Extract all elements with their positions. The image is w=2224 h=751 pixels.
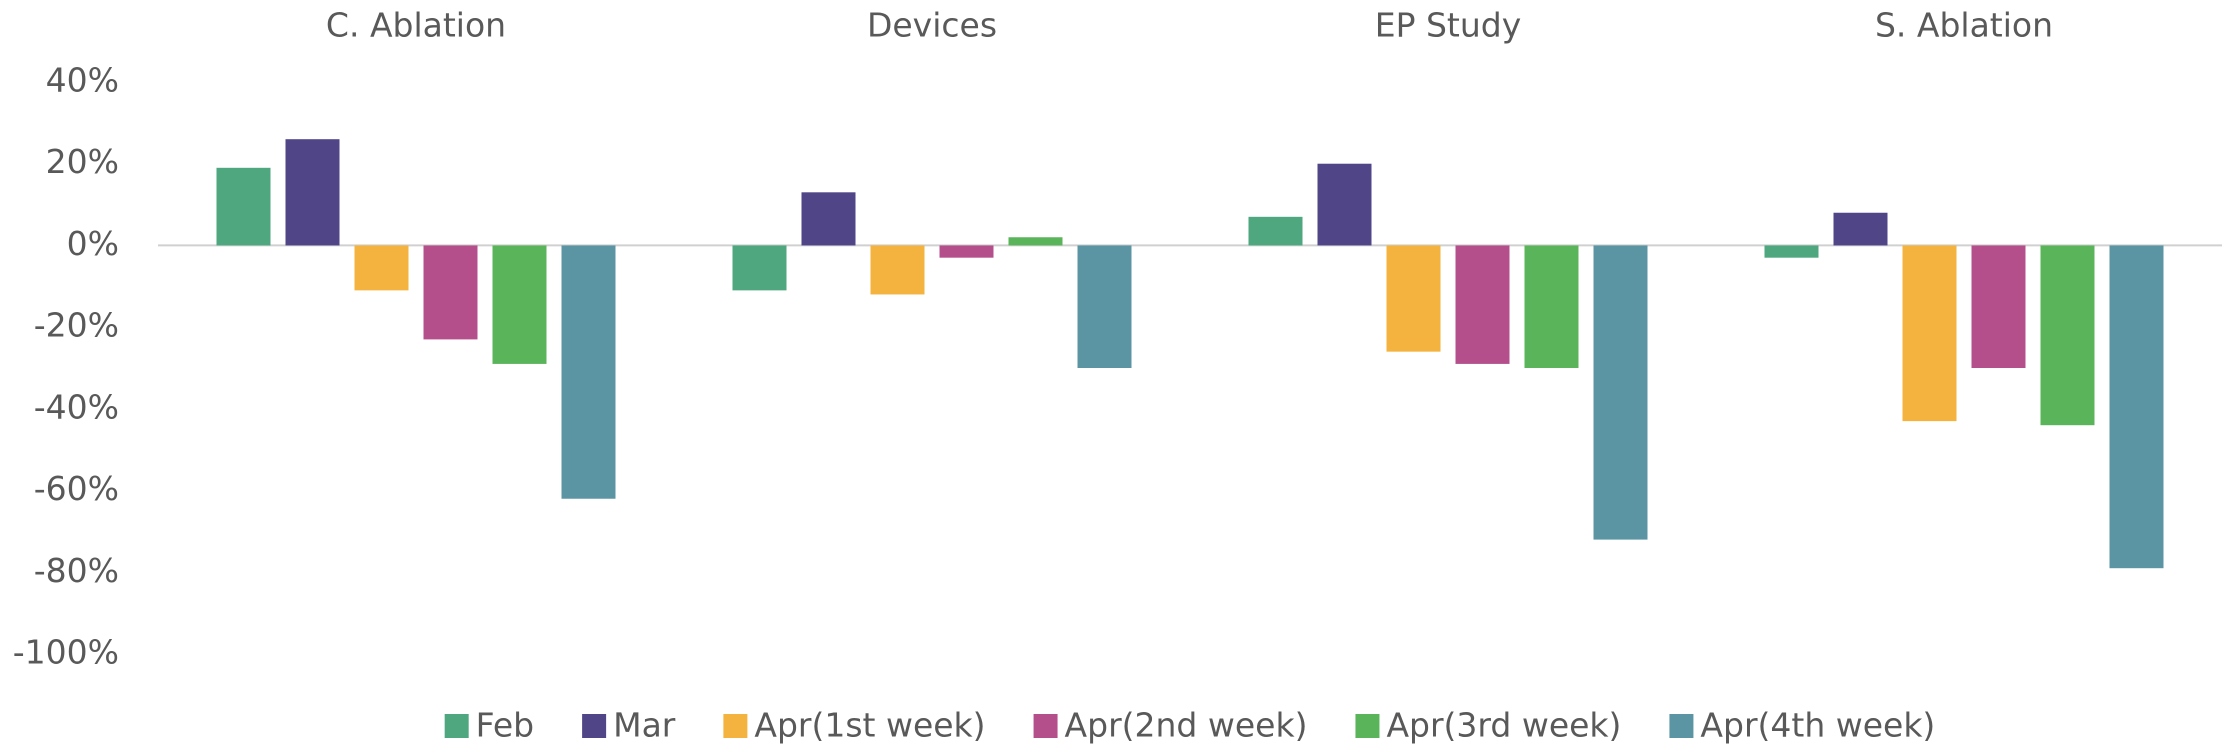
category-label: C. Ablation — [326, 6, 506, 45]
bar — [1386, 245, 1441, 352]
bar — [561, 245, 616, 499]
bar — [870, 245, 925, 295]
legend-label: Mar — [613, 706, 676, 745]
legend-swatch — [582, 714, 607, 738]
bar — [285, 139, 340, 246]
bar — [1833, 212, 1888, 246]
y-tick-label: -80% — [34, 551, 119, 590]
bar — [423, 245, 478, 340]
legend-swatch — [1355, 714, 1380, 738]
legend-swatch — [444, 714, 469, 738]
legend-label: Feb — [476, 706, 534, 745]
y-tick-label: -40% — [34, 387, 119, 426]
bar — [1593, 245, 1648, 540]
legend-swatch — [1033, 714, 1058, 738]
bar — [1524, 245, 1579, 368]
legend-label: Apr(4th week) — [1700, 706, 1935, 745]
y-tick-label: 40% — [46, 61, 119, 100]
bar — [1077, 245, 1132, 368]
bar — [1455, 245, 1510, 364]
y-tick-label: -60% — [34, 469, 119, 508]
bar — [1902, 245, 1957, 422]
bar — [216, 167, 271, 246]
category-label: S. Ablation — [1875, 6, 2053, 45]
y-tick-label: -100% — [13, 633, 119, 672]
bar — [354, 245, 409, 291]
y-tick-label: 20% — [46, 142, 119, 181]
bar — [1008, 237, 1063, 246]
legend-label: Apr(2nd week) — [1065, 706, 1308, 745]
legend-swatch — [1669, 714, 1694, 738]
bar — [1248, 216, 1303, 246]
bar — [1317, 163, 1372, 246]
bar — [732, 245, 787, 291]
y-tick-label: 0% — [67, 224, 119, 263]
bar — [939, 245, 994, 258]
category-label: EP Study — [1375, 6, 1522, 45]
legend-label: Apr(1st week) — [754, 706, 985, 745]
bar — [2109, 245, 2164, 569]
bar — [801, 192, 856, 246]
legend-label: Apr(3rd week) — [1386, 706, 1621, 745]
bar — [492, 245, 547, 364]
bar — [2040, 245, 2095, 426]
bar — [1764, 245, 1819, 258]
category-label: Devices — [867, 6, 997, 45]
bar — [1971, 245, 2026, 368]
y-tick-label: -20% — [34, 306, 119, 345]
legend-swatch — [723, 714, 748, 738]
